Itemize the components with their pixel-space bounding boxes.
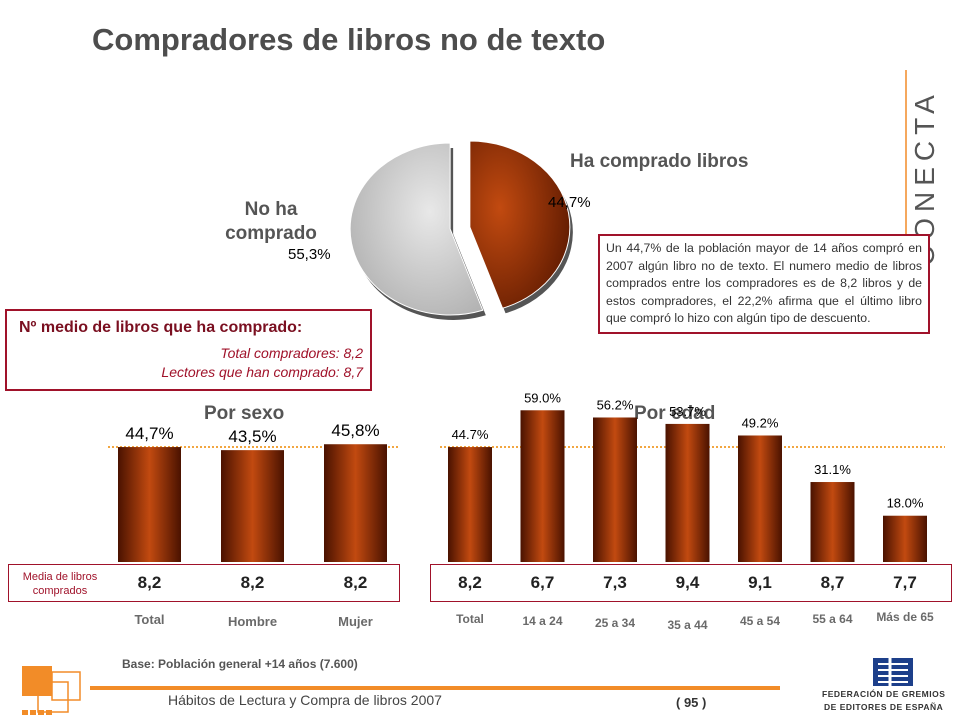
media-value: 7,7 bbox=[893, 573, 917, 592]
bar-value-label: 43,5% bbox=[228, 427, 276, 446]
average-row-readers: Lectores que han comprado: 8,7 bbox=[161, 364, 363, 380]
category-label: 35 a 44 bbox=[667, 618, 708, 632]
base-note: Base: Población general +14 años (7.600) bbox=[122, 657, 358, 671]
bar-value-label: 31.1% bbox=[814, 462, 851, 477]
bar-value-label: 53.7% bbox=[669, 404, 706, 419]
section-title-sex: Por sexo bbox=[204, 403, 285, 424]
category-label: 45 a 54 bbox=[739, 614, 781, 628]
category-label: Total bbox=[456, 612, 484, 626]
pie-slice-no bbox=[349, 142, 484, 316]
media-value: 8,2 bbox=[137, 573, 162, 592]
bar-value-label: 59.0% bbox=[524, 390, 561, 405]
category-label: Total bbox=[134, 612, 165, 627]
category-label: Mujer bbox=[338, 614, 373, 629]
page-title: Compradores de libros no de texto bbox=[92, 22, 606, 57]
pie-chart bbox=[349, 140, 573, 320]
media-value: 9,1 bbox=[748, 573, 772, 592]
pie-label-no-line1: No ha bbox=[244, 199, 298, 220]
bar-value-label: 44,7% bbox=[125, 424, 173, 443]
pie-label-yes: Ha comprado libros bbox=[570, 151, 749, 172]
category-label: Más de 65 bbox=[876, 610, 934, 624]
federation-line1: FEDERACIÓN DE GREMIOS bbox=[822, 689, 946, 699]
media-value: 7,3 bbox=[603, 573, 627, 592]
page-number: ( 95 ) bbox=[676, 695, 707, 710]
bar-25-a-34 bbox=[593, 417, 637, 562]
category-label: Hombre bbox=[227, 614, 278, 629]
section-title-age: Por edad bbox=[634, 403, 716, 424]
media-value: 8,2 bbox=[240, 573, 265, 592]
pie-label-no-line2: comprado bbox=[225, 223, 317, 244]
average-box: Nº medio de libros que ha comprado: Tota… bbox=[5, 309, 372, 391]
footer-text: Hábitos de Lectura y Compra de libros 20… bbox=[168, 692, 442, 708]
average-row-total: Total compradores: 8,2 bbox=[220, 345, 363, 361]
pie-pct-no: 55,3% bbox=[288, 246, 331, 263]
footer-decoration bbox=[22, 666, 780, 715]
bar-más-de-65 bbox=[883, 515, 927, 562]
bar-total bbox=[448, 447, 492, 562]
media-box-age bbox=[430, 564, 952, 602]
federation-logo-icon bbox=[873, 658, 913, 686]
media-value: 9,4 bbox=[675, 573, 700, 592]
average-heading: Nº medio de libros que ha comprado: bbox=[19, 319, 303, 336]
media-value: 8,2 bbox=[458, 573, 482, 592]
bar-value-label: 49.2% bbox=[742, 415, 779, 430]
media-value: 8,2 bbox=[343, 573, 368, 592]
media-label-line1: Media de libros bbox=[22, 571, 98, 583]
bar-mujer bbox=[324, 444, 387, 562]
category-label: 14 a 24 bbox=[522, 614, 563, 628]
bar-value-label: 45,8% bbox=[331, 421, 379, 440]
bar-hombre bbox=[221, 450, 284, 562]
bar-value-label: 44.7% bbox=[452, 427, 489, 442]
category-label: 25 a 34 bbox=[594, 616, 636, 630]
pie-slice-yes bbox=[469, 140, 571, 309]
media-box-sex bbox=[8, 564, 400, 602]
description-box: Un 44,7% de la población mayor de 14 año… bbox=[598, 234, 930, 334]
bar-14-a-24 bbox=[520, 410, 565, 562]
bar-35-a-44 bbox=[665, 423, 710, 562]
media-value: 8,7 bbox=[820, 573, 845, 592]
pie-pct-yes: 44,7% bbox=[548, 194, 591, 211]
media-label-line2: comprados bbox=[32, 585, 88, 597]
bar-total bbox=[118, 447, 181, 562]
bar-value-label: 18.0% bbox=[887, 496, 924, 511]
bar-45-a-54 bbox=[738, 435, 782, 562]
bar-value-label: 56.2% bbox=[597, 397, 634, 412]
media-value: 6,7 bbox=[530, 573, 555, 592]
federation-line2: DE EDITORES DE ESPAÑA bbox=[824, 702, 944, 712]
category-label: 55 a 64 bbox=[812, 612, 853, 626]
bar-55-a-64 bbox=[810, 482, 855, 562]
